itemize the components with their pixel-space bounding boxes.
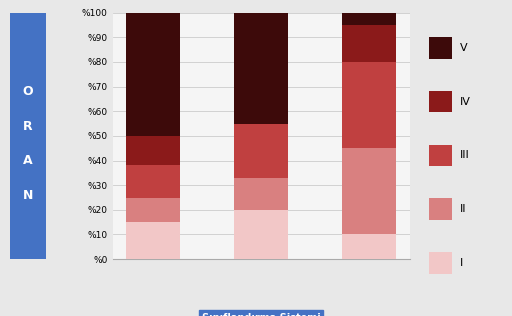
Text: A: A <box>24 154 33 167</box>
Bar <box>342 13 396 25</box>
Bar <box>342 25 396 62</box>
Bar <box>342 62 396 148</box>
Text: Sınıflandırma Sistemi: Sınıflandırma Sistemi <box>202 313 321 316</box>
Bar <box>126 222 180 259</box>
Bar <box>126 166 180 198</box>
Text: II: II <box>460 204 466 214</box>
Bar <box>342 234 396 259</box>
Bar <box>234 210 288 259</box>
FancyBboxPatch shape <box>429 145 452 166</box>
Text: V: V <box>460 43 467 53</box>
Bar <box>342 148 396 234</box>
Bar <box>234 13 288 124</box>
FancyBboxPatch shape <box>429 37 452 59</box>
Text: IV: IV <box>460 97 471 107</box>
FancyBboxPatch shape <box>429 198 452 220</box>
Bar <box>126 136 180 166</box>
Bar <box>234 178 288 210</box>
Bar <box>126 198 180 222</box>
Text: O: O <box>23 85 33 98</box>
FancyBboxPatch shape <box>429 252 452 274</box>
Text: III: III <box>460 150 470 161</box>
Bar <box>234 124 288 178</box>
FancyBboxPatch shape <box>429 91 452 112</box>
Text: I: I <box>460 258 463 268</box>
Text: R: R <box>24 119 33 132</box>
Bar <box>126 13 180 136</box>
Text: N: N <box>23 189 33 202</box>
